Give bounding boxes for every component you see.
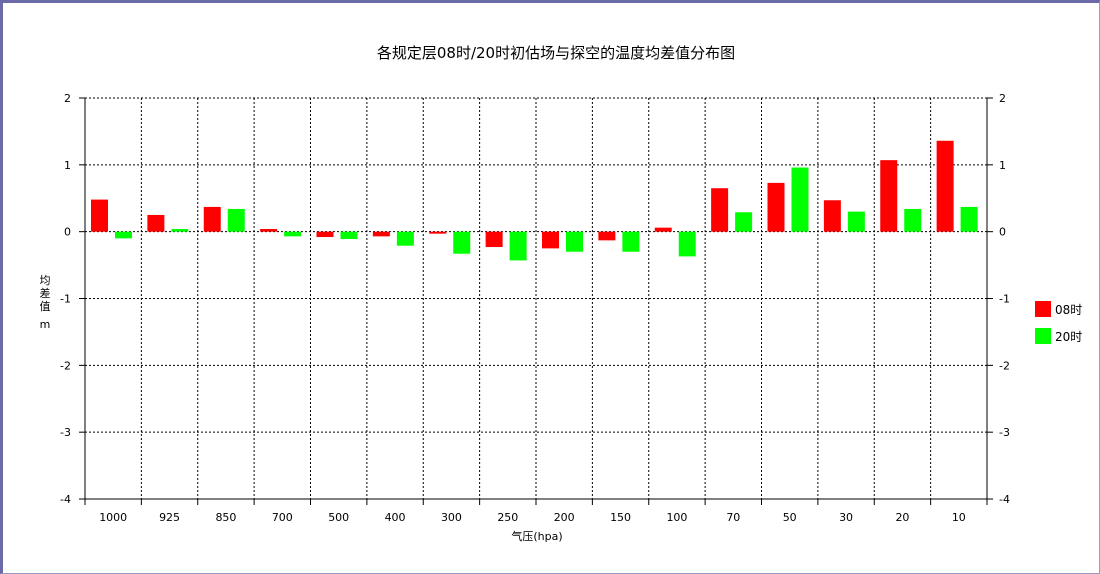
bar-08时 xyxy=(147,214,165,232)
y-tick-label-right: -2 xyxy=(999,359,1010,372)
bar-08时 xyxy=(485,231,503,248)
bar-08时 xyxy=(880,160,898,232)
y-tick-label-right: -3 xyxy=(999,426,1010,439)
y-tick-label-right: 2 xyxy=(999,92,1006,105)
legend-swatch xyxy=(1035,301,1051,317)
y-tick-label-left: -3 xyxy=(60,426,71,439)
bar-20时 xyxy=(115,231,132,239)
x-tick-label: 250 xyxy=(497,511,518,524)
bar-20时 xyxy=(904,208,922,232)
x-tick-label: 50 xyxy=(783,511,797,524)
bar-20时 xyxy=(509,231,527,261)
x-tick-label: 100 xyxy=(666,511,687,524)
bar-20时 xyxy=(453,231,471,254)
bar-20时 xyxy=(791,167,809,232)
bar-20时 xyxy=(227,208,245,232)
legend-swatch xyxy=(1035,328,1051,344)
bar-08时 xyxy=(372,231,390,237)
bar-08时 xyxy=(654,227,672,232)
x-tick-label: 20 xyxy=(895,511,909,524)
x-tick-label: 700 xyxy=(272,511,293,524)
bar-20时 xyxy=(622,231,640,252)
bar-20时 xyxy=(171,228,189,232)
y-tick-label-right: 1 xyxy=(999,159,1006,172)
y-tick-label-left: 0 xyxy=(64,226,71,239)
y-tick-label-left: -4 xyxy=(60,493,71,506)
bar-20时 xyxy=(735,212,753,232)
x-tick-label: 10 xyxy=(952,511,966,524)
legend-label: 20时 xyxy=(1055,330,1082,344)
bar-08时 xyxy=(91,199,108,232)
bar-08时 xyxy=(711,188,729,232)
y-axis-label-char: 均 xyxy=(40,274,51,287)
x-tick-label: 150 xyxy=(610,511,631,524)
y-tick-label-left: 2 xyxy=(64,92,71,105)
bar-20时 xyxy=(566,231,583,252)
x-tick-label: 30 xyxy=(839,511,853,524)
bar-08时 xyxy=(767,182,785,232)
x-tick-label: 500 xyxy=(328,511,349,524)
axes xyxy=(79,97,993,505)
bars xyxy=(91,140,978,261)
legend: 08时 20时 xyxy=(1035,301,1082,344)
x-tick-labels: 1000 925 850 700 500 400 300 250 200 150 100 70 50 30… xyxy=(99,511,966,524)
y-tick-label-left: 1 xyxy=(64,159,71,172)
y-tick-label-right: 0 xyxy=(999,226,1006,239)
x-tick-label: 850 xyxy=(215,511,236,524)
x-tick-label: 1000 xyxy=(99,511,127,524)
grid-lines xyxy=(85,97,987,500)
bar-08时 xyxy=(598,231,616,241)
y-tick-label-left: -2 xyxy=(60,359,71,372)
chart-title: 各规定层08时/20时初估场与探空的温度均差值分布图 xyxy=(377,44,735,62)
bar-08时 xyxy=(542,231,559,249)
bar-08时 xyxy=(936,140,954,232)
y-tick-label-right: -1 xyxy=(999,293,1010,306)
x-axis-label: 气压(hpa) xyxy=(511,529,562,543)
bar-08时 xyxy=(203,206,221,232)
x-tick-label: 70 xyxy=(726,511,740,524)
legend-label: 08时 xyxy=(1055,303,1082,317)
y-tick-label-left: -1 xyxy=(60,293,71,306)
y-axis-unit: m xyxy=(40,318,51,331)
bar-20时 xyxy=(284,231,302,237)
bar-20时 xyxy=(678,231,696,257)
y-axis-label-char: 值 xyxy=(40,300,51,313)
y-tick-labels: 2 2 1 1 0 0 -1 -1 -2 -2 -3 -3 -4 -4 xyxy=(60,92,1010,506)
x-tick-label: 925 xyxy=(159,511,180,524)
x-tick-label: 300 xyxy=(441,511,462,524)
x-tick-label: 200 xyxy=(554,511,575,524)
x-tick-label: 400 xyxy=(385,511,406,524)
bar-08时 xyxy=(260,228,278,232)
bar-08时 xyxy=(429,231,447,234)
bar-20时 xyxy=(960,206,978,232)
bar-08时 xyxy=(316,231,334,238)
y-axis-label-char: 差 xyxy=(40,286,51,300)
bar-20时 xyxy=(340,231,358,240)
bar-20时 xyxy=(396,231,414,246)
y-tick-label-right: -4 xyxy=(999,493,1010,506)
bar-08时 xyxy=(823,200,841,232)
bar-20时 xyxy=(847,211,865,232)
